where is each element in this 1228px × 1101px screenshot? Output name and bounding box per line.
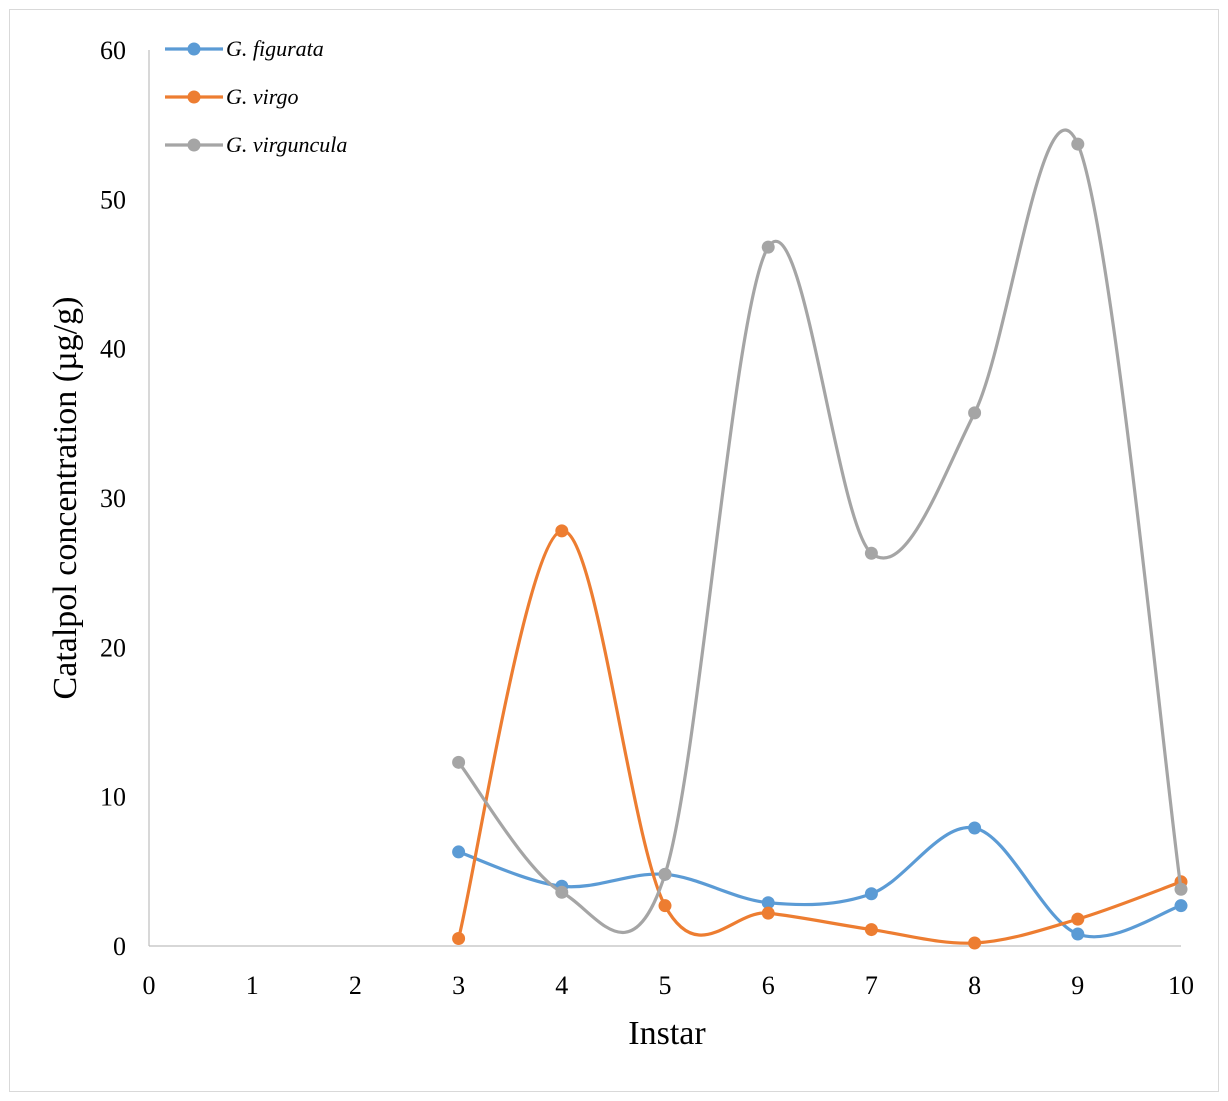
data-point (864, 887, 878, 901)
x-tick-label: 7 (865, 971, 878, 1000)
data-point (658, 867, 672, 881)
x-tick-label: 3 (452, 971, 465, 1000)
data-point (1071, 912, 1085, 926)
data-point (761, 240, 775, 254)
y-tick-label: 0 (113, 932, 126, 961)
x-tick-label: 5 (659, 971, 672, 1000)
data-point (761, 906, 775, 920)
series-g-virguncula (452, 128, 1188, 934)
data-point (1071, 927, 1085, 941)
y-tick-label: 20 (100, 633, 126, 662)
x-tick-label: 8 (968, 971, 981, 1000)
series-line (457, 826, 1183, 939)
y-tick-label: 30 (100, 484, 126, 513)
x-axis-ticks: 0 1 2 3 4 5 6 7 8 9 10 (143, 971, 1195, 1000)
data-point (555, 524, 569, 538)
series-layer (452, 128, 1188, 950)
x-tick-label: 6 (762, 971, 775, 1000)
y-tick-label: 10 (100, 783, 126, 812)
data-point (658, 899, 672, 913)
data-point (1174, 899, 1188, 913)
x-tick-label: 0 (143, 971, 156, 1000)
y-tick-label: 40 (100, 335, 126, 364)
x-tick-label: 10 (1168, 971, 1194, 1000)
data-point (864, 923, 878, 937)
series-g-virgo (452, 524, 1188, 950)
data-point (452, 845, 466, 859)
legend-item: G. virguncula (165, 132, 347, 157)
legend-marker (187, 138, 201, 152)
data-point (555, 885, 569, 899)
y-tick-label: 60 (100, 36, 126, 65)
legend-label: G. figurata (226, 36, 324, 61)
x-tick-label: 9 (1071, 971, 1084, 1000)
data-point (1174, 882, 1188, 896)
legend-label: G. virgo (226, 84, 299, 109)
data-point (968, 821, 982, 835)
legend-item: G. virgo (165, 84, 299, 109)
axes (148, 50, 1181, 947)
series-line (457, 529, 1183, 945)
data-point (1071, 137, 1085, 151)
data-point (864, 546, 878, 560)
x-tick-label: 4 (555, 971, 568, 1000)
y-axis-label: Catalpol concentration (µg/g) (47, 297, 84, 700)
x-axis-label: Instar (628, 1015, 706, 1052)
data-point (452, 755, 466, 769)
data-point (968, 406, 982, 420)
chart-frame (9, 9, 1219, 1092)
x-tick-label: 2 (349, 971, 362, 1000)
data-point (452, 932, 466, 946)
data-point (968, 936, 982, 950)
legend-marker (187, 42, 201, 56)
legend-label: G. virguncula (226, 132, 347, 157)
x-tick-label: 1 (246, 971, 259, 1000)
legend: G. figurata G. virgo G. virguncula (165, 36, 347, 157)
series-line (457, 128, 1183, 934)
data-point (761, 896, 775, 910)
legend-marker (187, 90, 201, 104)
legend-item: G. figurata (165, 36, 324, 61)
y-axis-ticks: 0 10 20 30 40 50 60 (100, 36, 126, 961)
y-tick-label: 50 (100, 185, 126, 214)
